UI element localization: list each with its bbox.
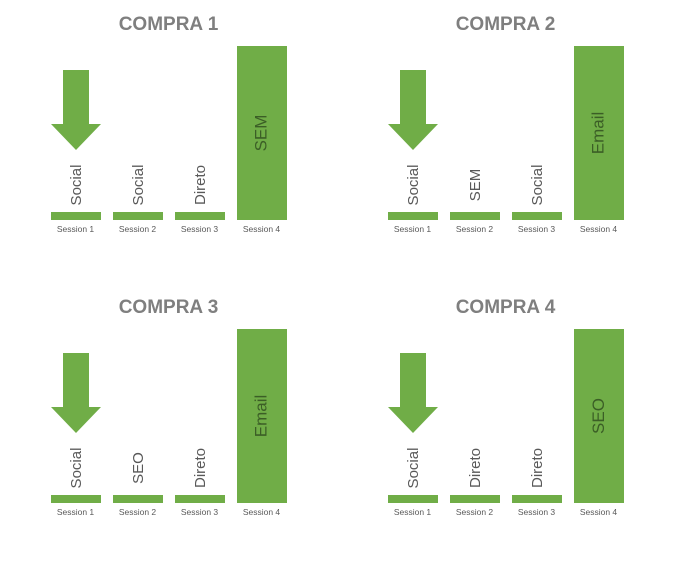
session-label: Session 3	[518, 224, 555, 234]
session-label: Session 2	[119, 507, 156, 517]
arrow-slot	[113, 353, 163, 443]
down-arrow-icon	[388, 70, 438, 150]
session-tall-col: SEO Session 4	[574, 329, 624, 517]
conversion-bar: SEM	[237, 46, 287, 220]
session-label: Session 1	[57, 224, 94, 234]
down-arrow-icon	[388, 353, 438, 433]
channel-label: Email	[251, 395, 271, 438]
session-col: Direto Session 3	[512, 353, 562, 517]
session-label: Session 4	[580, 507, 617, 517]
session-label: Session 1	[57, 507, 94, 517]
channel-label: Social	[113, 160, 163, 210]
channel-label: SEM	[252, 115, 272, 152]
arrow-slot	[51, 353, 101, 443]
conversion-bar: SEO	[574, 329, 624, 503]
session-col: SEM Session 2	[450, 70, 500, 234]
session-base-bar	[512, 495, 562, 503]
arrow-slot	[450, 70, 500, 160]
channel-label: Direto	[450, 443, 500, 493]
arrow-slot	[388, 353, 438, 443]
session-col: Social Session 1	[388, 353, 438, 517]
session-label: Session 2	[456, 224, 493, 234]
session-label: Session 1	[394, 224, 431, 234]
session-col: Direto Session 3	[175, 353, 225, 517]
panel-4: COMPRA 4SocialSession 1DiretoSession 2Di…	[357, 297, 654, 562]
session-label: Session 2	[456, 507, 493, 517]
down-arrow-icon	[51, 353, 101, 433]
conversion-bar: Email	[574, 46, 624, 220]
session-label: Session 4	[580, 224, 617, 234]
arrow-slot	[388, 70, 438, 160]
channel-label: Social	[388, 160, 438, 210]
session-base-bar	[113, 212, 163, 220]
channel-label: Email	[588, 112, 608, 155]
arrow-slot	[512, 70, 562, 160]
arrow-slot	[175, 70, 225, 160]
panel-3: COMPRA 3 Social Session 1 SEO Session 2 Diret…	[20, 297, 317, 562]
session-base-bar	[512, 212, 562, 220]
session-base-bar	[51, 495, 101, 503]
session-col: Social Session 3	[512, 70, 562, 234]
session-base-bar	[51, 212, 101, 220]
channel-label: SEO	[113, 443, 163, 493]
session-col: Social Session 1	[51, 353, 101, 517]
arrow-slot	[512, 353, 562, 443]
session-base-bar	[175, 495, 225, 503]
panel-title: COMPRA 4	[456, 297, 556, 319]
channel-label: SEM	[450, 160, 500, 210]
channel-label: Direto	[175, 443, 225, 493]
session-col: Social Session 1	[51, 70, 101, 234]
session-col: Direto Session 3	[175, 70, 225, 234]
session-label: Session 4	[243, 507, 280, 517]
channel-label: Social	[51, 160, 101, 210]
panel-title: COMPRA 1	[119, 14, 219, 36]
session-label: Session 3	[181, 224, 218, 234]
session-chart: Social Session 1 SEM Session 2 Social Session…	[388, 46, 624, 234]
session-label: Session 2	[119, 224, 156, 234]
conversion-bar: Email	[237, 329, 287, 503]
channel-label: Social	[512, 160, 562, 210]
arrow-slot	[113, 70, 163, 160]
session-label: Session 1	[394, 507, 431, 517]
channel-label: Social	[51, 443, 101, 493]
panel-title: COMPRA 2	[456, 14, 556, 36]
session-base-bar	[175, 212, 225, 220]
session-base-bar	[388, 495, 438, 503]
panel-title: COMPRA 3	[119, 297, 219, 319]
session-label: Session 4	[243, 224, 280, 234]
session-col: SEO Session 2	[113, 353, 163, 517]
session-base-bar	[113, 495, 163, 503]
session-tall-col: SEM Session 4	[237, 46, 287, 234]
channel-label: Social	[388, 443, 438, 493]
session-label: Session 3	[181, 507, 218, 517]
arrow-slot	[175, 353, 225, 443]
session-col: Social Session 2	[113, 70, 163, 234]
session-tall-col: Email Session 4	[237, 329, 287, 517]
session-base-bar	[450, 212, 500, 220]
panels-grid: COMPRA 1SocialSession 1SocialSession 2Di…	[20, 14, 654, 562]
channel-label: Direto	[512, 443, 562, 493]
session-base-bar	[450, 495, 500, 503]
channel-label: SEO	[589, 398, 609, 434]
down-arrow-icon	[51, 70, 101, 150]
arrow-slot	[450, 353, 500, 443]
session-base-bar	[388, 212, 438, 220]
panel-1: COMPRA 1 Social Session 1 Social Session 2 Di…	[20, 14, 317, 279]
session-label: Session 3	[518, 507, 555, 517]
session-chart: Social Session 1 Direto Session 2 Direto Sess…	[388, 329, 624, 517]
session-tall-col: Email Session 4	[574, 46, 624, 234]
session-col: Direto Session 2	[450, 353, 500, 517]
channel-label: Direto	[175, 160, 225, 210]
session-chart: Social Session 1 SEO Session 2 Direto Session…	[51, 329, 287, 517]
session-col: Social Session 1	[388, 70, 438, 234]
session-chart: Social Session 1 Social Session 2 Direto Sess…	[51, 46, 287, 234]
panel-2: COMPRA 2SocialSession 1SEMSession 2Socia…	[357, 14, 654, 279]
arrow-slot	[51, 70, 101, 160]
